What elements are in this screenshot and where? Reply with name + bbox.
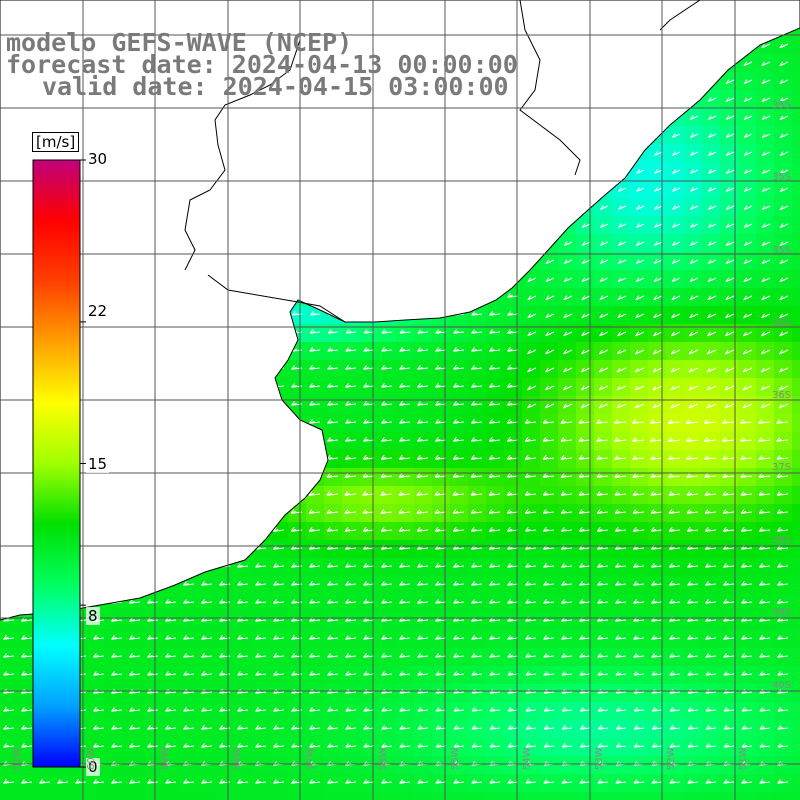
lon-label: 60W (86, 747, 97, 770)
lat-label: 36S (772, 390, 792, 401)
colorbar-tick-22: 22 (86, 302, 110, 320)
river-border (184, 0, 301, 271)
country-border (519, 0, 581, 176)
lon-label: 51W (738, 747, 749, 770)
lat-label: 40S (772, 680, 792, 691)
lat-label: 35S (772, 245, 792, 256)
land-area (0, 0, 800, 620)
lat-label: 35S (772, 100, 792, 111)
lon-label: 56W (378, 747, 389, 770)
model-title: modelo GEFS-WAVE (NCEP) (6, 28, 353, 57)
lat-label: 35S (772, 172, 792, 183)
colorbar-tick-8: 8 (86, 607, 100, 625)
valid-date: valid date: 2024-04-15 03:00:00 (42, 72, 509, 101)
coastline (0, 0, 800, 621)
lon-label: 61W (12, 747, 23, 770)
estuary-coast (207, 274, 346, 323)
lon-label: 53W (594, 747, 605, 770)
colorbar-unit: [m/s] (32, 132, 80, 152)
lon-label: 52W (666, 747, 677, 770)
lon-label: 57W (305, 747, 316, 770)
lat-label: 35S (772, 318, 792, 329)
lagoon-edge (659, 0, 701, 31)
colorbar-tick-30: 30 (86, 150, 110, 168)
lat-label: 38S (772, 535, 792, 546)
colorbar (32, 159, 81, 768)
lon-label: 59W (160, 747, 171, 770)
land-interior (210, 0, 700, 300)
colorbar-tick-0: 0 (86, 758, 100, 776)
lon-label: 54W (522, 747, 533, 770)
lon-label: 55W (450, 747, 461, 770)
colorbar-tick-15: 15 (86, 455, 110, 473)
forecast-date: forecast date: 2024-04-13 00:00:00 (6, 50, 518, 79)
lat-label: 37S (772, 462, 792, 473)
lat-label: 39S (772, 607, 792, 618)
lon-label: 58W (232, 747, 243, 770)
